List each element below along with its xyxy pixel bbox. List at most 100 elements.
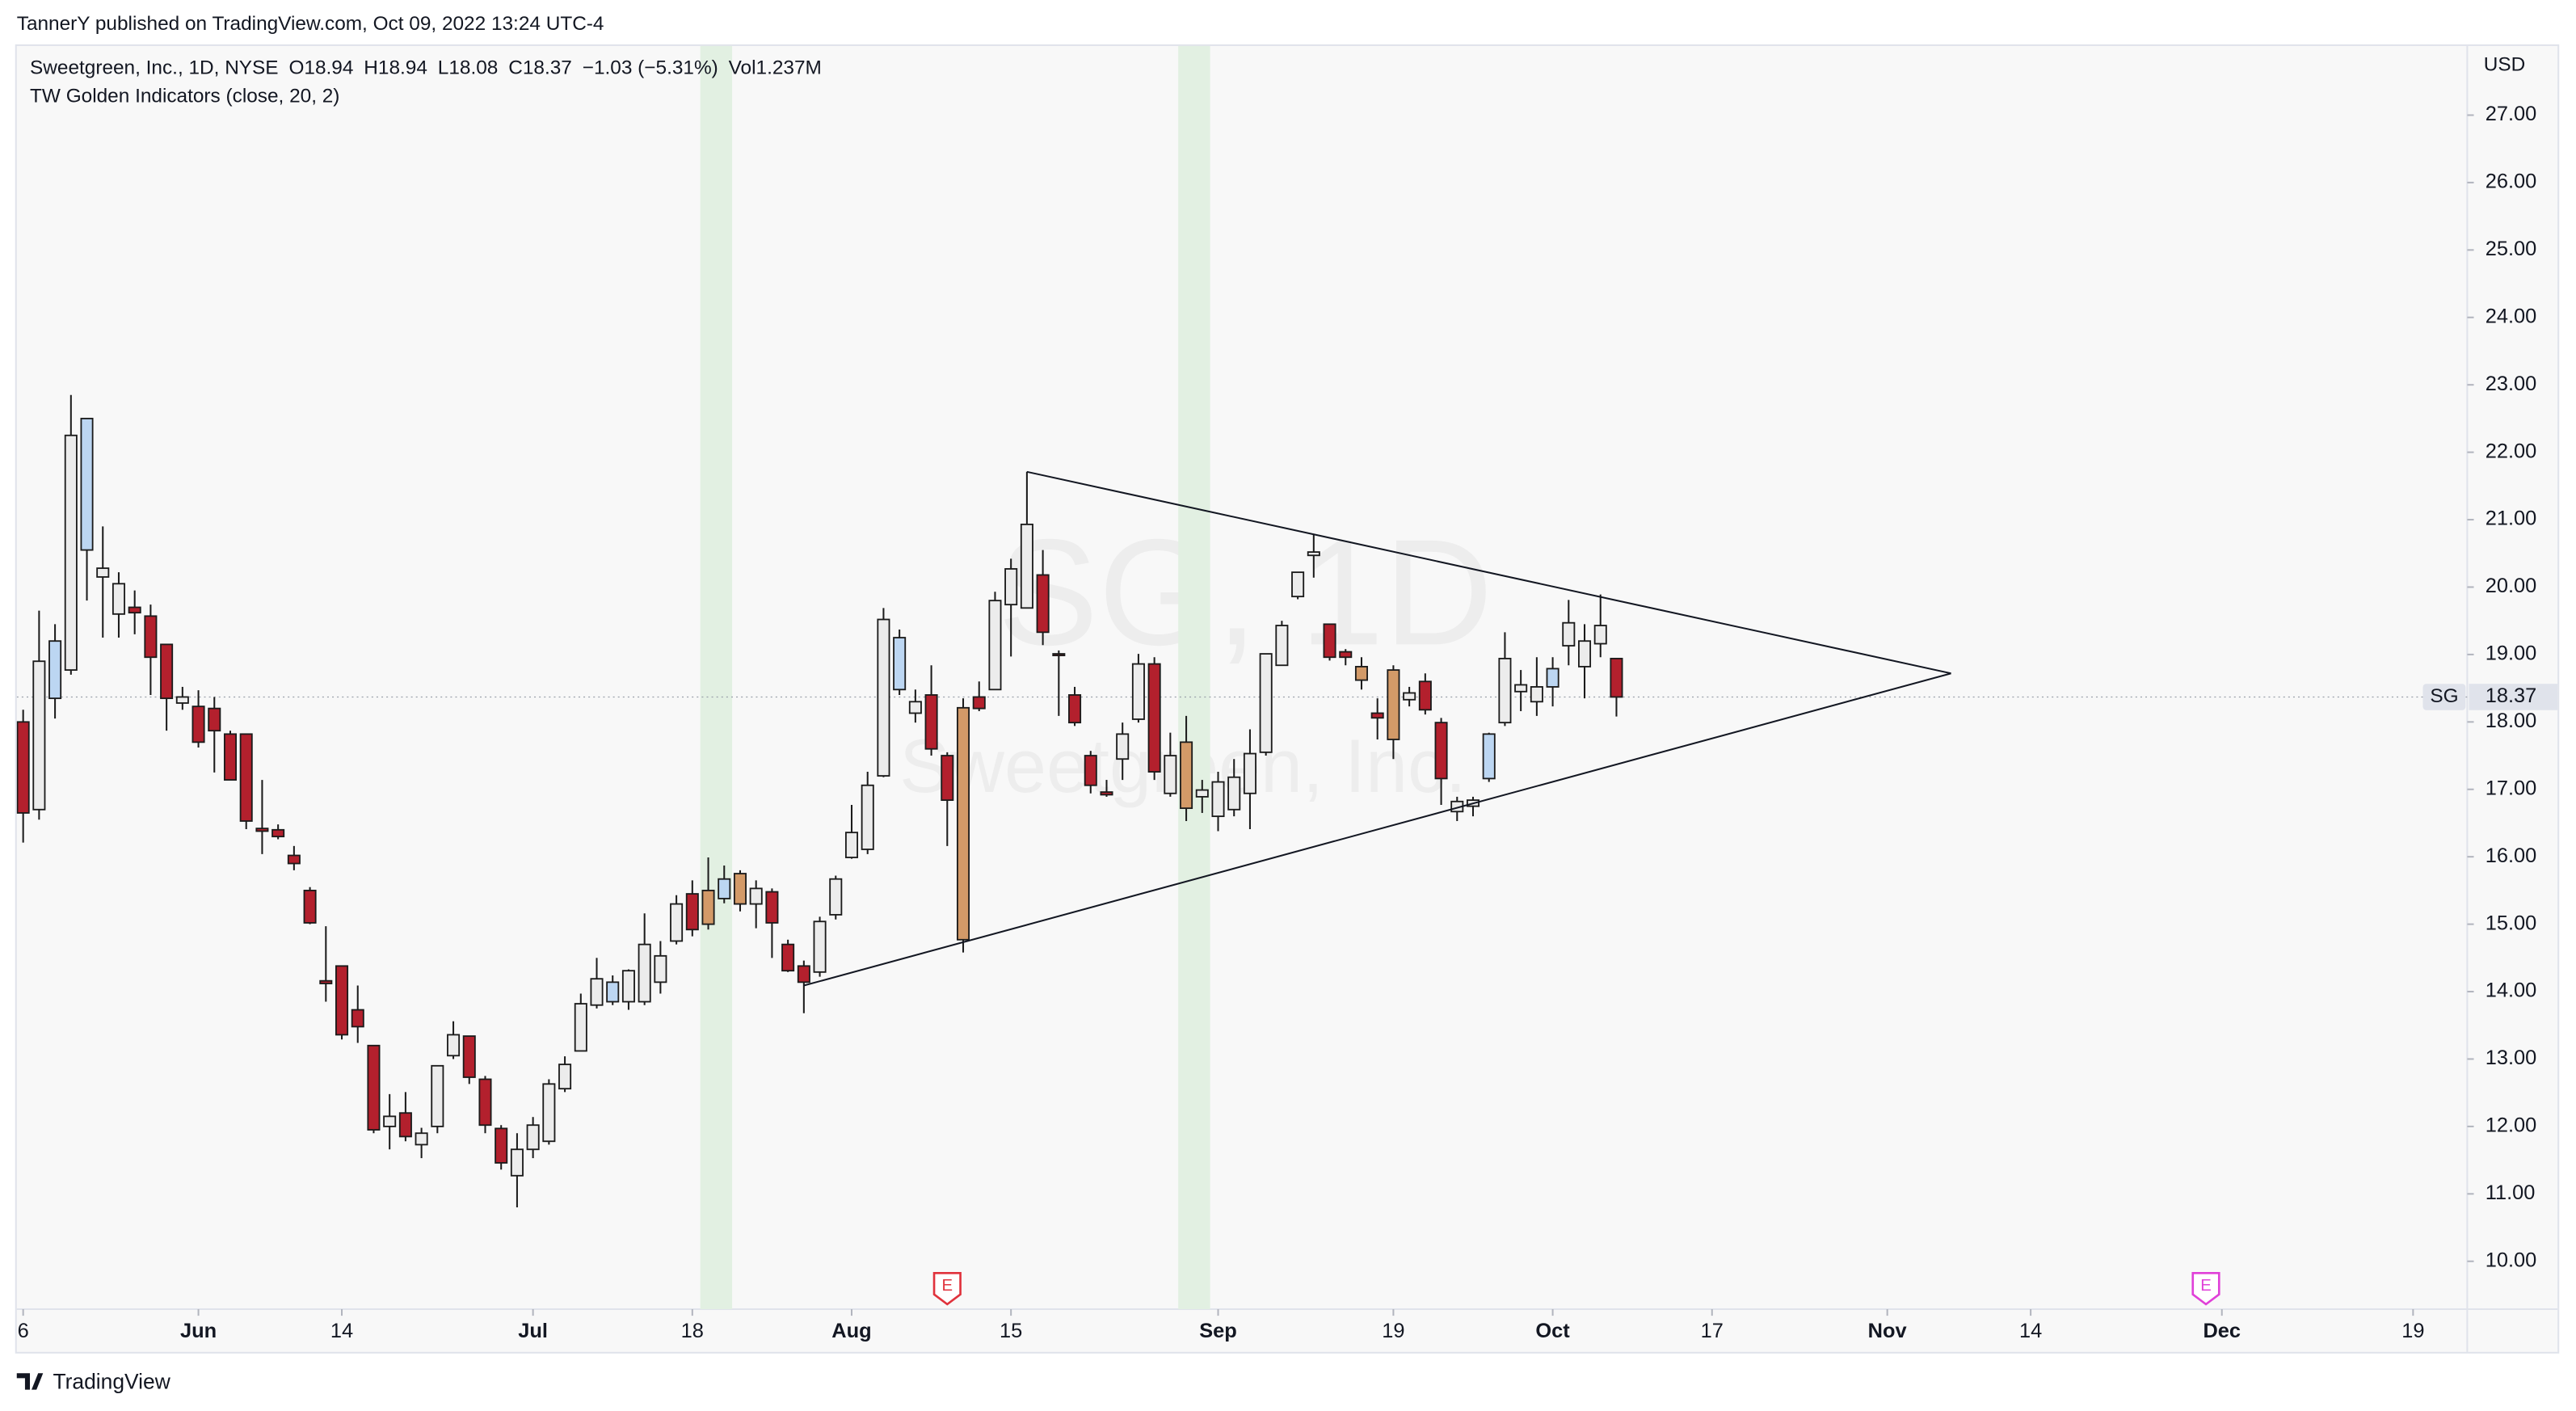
candle-body xyxy=(590,978,604,1006)
earnings-marker: E xyxy=(2191,1271,2220,1306)
candle-body xyxy=(303,889,317,924)
candle-body xyxy=(733,873,747,905)
watermark: SG, 1D xyxy=(998,508,1493,676)
candle-body xyxy=(398,1112,412,1138)
published-note: TannerY published on TradingView.com, Oc… xyxy=(17,13,604,35)
x-tick-label: Dec xyxy=(2203,1320,2241,1342)
trendline xyxy=(1026,470,1951,675)
candle-body xyxy=(621,970,635,1003)
candle-body xyxy=(749,887,763,905)
candle-body xyxy=(844,832,859,858)
legend-item: Sweetgreen, Inc., 1D, NYSE xyxy=(30,57,279,79)
x-tick-label: Nov xyxy=(1868,1320,1908,1342)
currency-label: USD xyxy=(2484,54,2525,76)
earnings-marker: E xyxy=(932,1271,962,1306)
candle-body xyxy=(1227,776,1241,811)
candle-body xyxy=(542,1083,556,1143)
candle-body xyxy=(718,878,731,899)
candle-body xyxy=(1593,625,1607,645)
candle-body xyxy=(1180,741,1193,810)
candle-body xyxy=(1068,694,1082,724)
candle-body xyxy=(175,696,189,704)
candle-body xyxy=(1323,623,1336,659)
candle-body xyxy=(574,1003,587,1052)
candle-body xyxy=(908,701,922,714)
candle-body xyxy=(1036,574,1050,634)
candle-body xyxy=(271,828,285,838)
candle-body xyxy=(431,1064,444,1127)
x-tick-label: Aug xyxy=(831,1320,871,1342)
candle-body xyxy=(160,643,174,700)
candle-body xyxy=(877,618,890,777)
earnings-shield xyxy=(2191,1271,2220,1306)
legend-item: O18.94 xyxy=(288,57,353,79)
y-tick-label: 20.00 xyxy=(2486,575,2537,597)
y-tick-label: 13.00 xyxy=(2486,1047,2537,1069)
candle-body xyxy=(1434,722,1448,780)
highlight-band xyxy=(700,45,733,1309)
candle-body xyxy=(1291,571,1305,598)
y-tick-label: 15.00 xyxy=(2486,912,2537,934)
candle-body xyxy=(797,965,810,983)
candle-body xyxy=(1243,752,1256,794)
axes: 10.00 11.00 12.00 13.00 14.00 15.00 16.00 17.00… xyxy=(18,103,2558,1342)
x-tick-label: 15 xyxy=(1000,1320,1022,1342)
highlight-band xyxy=(1178,45,1210,1309)
legend-item: L18.08 xyxy=(438,57,499,79)
last-price-badge xyxy=(2469,684,2558,710)
candle-body xyxy=(383,1115,397,1127)
y-tick-label: 25.00 xyxy=(2486,238,2537,260)
logo-icon xyxy=(16,1373,44,1390)
candle-body xyxy=(924,694,938,750)
y-tick-label: 14.00 xyxy=(2486,979,2537,1002)
candle-body xyxy=(941,755,954,802)
candle-body xyxy=(1259,653,1273,753)
candle-body xyxy=(1418,680,1432,711)
x-tick-label: 19 xyxy=(1382,1320,1404,1342)
earnings-shield xyxy=(932,1271,962,1306)
candle-body xyxy=(1211,781,1225,818)
x-tick-label: 19 xyxy=(2401,1320,2424,1342)
x-tick-label: 18 xyxy=(681,1320,704,1342)
candle-body xyxy=(16,721,30,814)
candle-body xyxy=(1275,625,1289,667)
candle-body xyxy=(893,637,907,691)
x-tick-label: Jul xyxy=(518,1320,548,1342)
candle-body xyxy=(319,979,333,984)
last-price-label: 18.37 xyxy=(2486,684,2537,707)
candle-body xyxy=(988,600,1002,691)
y-tick-label: 23.00 xyxy=(2486,373,2537,395)
candle-body xyxy=(1131,663,1145,720)
candle-body xyxy=(1084,755,1097,786)
candle-body xyxy=(1562,621,1576,647)
candle-body xyxy=(510,1148,524,1177)
candle-body xyxy=(558,1064,572,1090)
candle-body xyxy=(239,733,253,822)
candle-body xyxy=(1004,568,1018,606)
candle-body xyxy=(80,417,94,551)
symbol-badge xyxy=(2422,684,2466,710)
candle-body xyxy=(192,706,205,743)
candle-body xyxy=(526,1124,540,1151)
candle-body xyxy=(415,1132,428,1146)
candle-body xyxy=(447,1034,461,1057)
candle-body xyxy=(1530,686,1543,703)
y-tick-label: 27.00 xyxy=(2486,103,2537,125)
candle-body xyxy=(972,696,986,710)
x-tick-label: Oct xyxy=(1535,1320,1570,1342)
x-tick-label: Jun xyxy=(180,1320,217,1342)
candle-body xyxy=(208,707,221,732)
candle-body xyxy=(957,706,970,941)
x-tick-label: 14 xyxy=(2019,1320,2042,1342)
candle-body xyxy=(701,889,715,925)
candle-body xyxy=(1020,523,1033,609)
chart-panel xyxy=(15,44,2560,1354)
symbol-badge-label: SG xyxy=(2430,685,2458,707)
candle-body xyxy=(1307,551,1320,557)
candle-body xyxy=(351,1009,364,1028)
candle-body xyxy=(1339,651,1353,659)
candle-body xyxy=(1403,692,1416,701)
trendline xyxy=(803,672,1951,987)
candle-body xyxy=(1514,684,1528,693)
